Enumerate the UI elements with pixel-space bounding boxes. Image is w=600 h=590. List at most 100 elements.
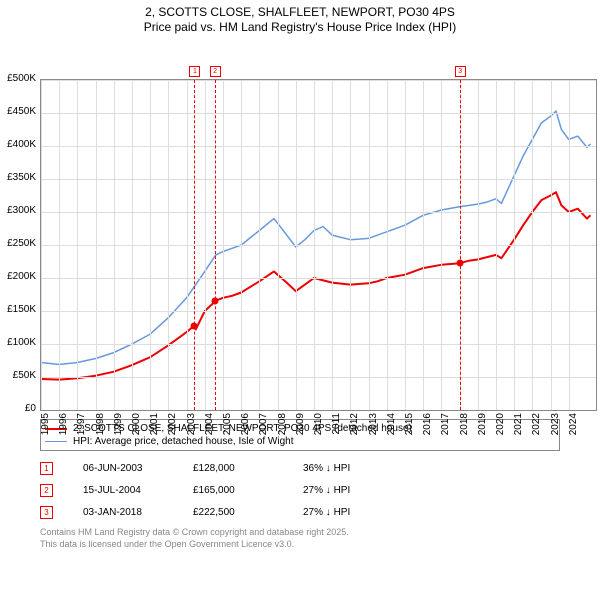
x-axis-label: 2009 (295, 413, 306, 443)
sale-row: 3 03-JAN-2018 £222,500 27% ↓ HPI (40, 501, 560, 523)
x-axis-label: 2001 (149, 413, 160, 443)
gridline-vertical (96, 80, 97, 410)
gridline-vertical (314, 80, 315, 410)
x-axis-label: 2015 (404, 413, 415, 443)
x-axis-label: 1996 (58, 413, 69, 443)
y-axis-label: £0 (0, 403, 36, 414)
gridline-vertical (405, 80, 406, 410)
gridline-vertical (350, 80, 351, 410)
sale-marker-dot (191, 322, 198, 329)
x-axis-label: 2006 (240, 413, 251, 443)
gridline-vertical (369, 80, 370, 410)
x-axis-label: 2004 (204, 413, 215, 443)
gridline-vertical (77, 80, 78, 410)
gridline-vertical (514, 80, 515, 410)
gridline-horizontal (41, 113, 596, 114)
sale-marker-box: 1 (189, 66, 200, 77)
gridline-horizontal (41, 179, 596, 180)
x-axis-label: 2010 (313, 413, 324, 443)
gridline-vertical (168, 80, 169, 410)
gridline-vertical (59, 80, 60, 410)
sale-marker-dot (456, 260, 463, 267)
footnote: Contains HM Land Registry data © Crown c… (40, 527, 600, 550)
y-axis-label: £200K (0, 271, 36, 282)
gridline-horizontal (41, 245, 596, 246)
sale-price: £128,000 (193, 463, 303, 474)
gridline-horizontal (41, 80, 596, 81)
gridline-vertical (569, 80, 570, 410)
x-axis-label: 2024 (568, 413, 579, 443)
x-axis-label: 2019 (477, 413, 488, 443)
sale-hpi: 27% ↓ HPI (303, 485, 413, 496)
sale-marker-dot (211, 298, 218, 305)
gridline-vertical (187, 80, 188, 410)
x-axis-label: 2023 (550, 413, 561, 443)
sale-marker-number: 1 (40, 462, 53, 475)
gridline-vertical (387, 80, 388, 410)
sale-row: 2 15-JUL-2004 £165,000 27% ↓ HPI (40, 479, 560, 501)
series-hpi (41, 111, 591, 365)
sale-marker-line (194, 80, 195, 410)
x-axis-label: 2016 (422, 413, 433, 443)
sale-marker-box: 3 (455, 66, 466, 77)
x-axis-label: 2012 (349, 413, 360, 443)
y-axis-label: £300K (0, 205, 36, 216)
x-axis-label: 2021 (513, 413, 524, 443)
x-axis-label: 2014 (386, 413, 397, 443)
gridline-vertical (41, 80, 42, 410)
gridline-vertical (223, 80, 224, 410)
x-axis-label: 2002 (167, 413, 178, 443)
gridline-vertical (278, 80, 279, 410)
sale-hpi: 36% ↓ HPI (303, 463, 413, 474)
gridline-vertical (114, 80, 115, 410)
sale-marker-number: 2 (40, 484, 53, 497)
title-line-2: Price paid vs. HM Land Registry's House … (144, 20, 456, 34)
sale-marker-box: 2 (210, 66, 221, 77)
gridline-vertical (332, 80, 333, 410)
y-axis-label: £150K (0, 304, 36, 315)
y-axis-label: £400K (0, 139, 36, 150)
sale-date: 15-JUL-2004 (83, 485, 193, 496)
gridline-horizontal (41, 344, 596, 345)
title-line-1: 2, SCOTTS CLOSE, SHALFLEET, NEWPORT, PO3… (145, 5, 455, 19)
plot-area: 123 (40, 79, 597, 411)
sales-table: 1 06-JUN-2003 £128,000 36% ↓ HPI 2 15-JU… (40, 457, 560, 523)
sale-marker-line (215, 80, 216, 410)
gridline-horizontal (41, 278, 596, 279)
sale-price: £165,000 (193, 485, 303, 496)
gridline-horizontal (41, 311, 596, 312)
y-axis-label: £50K (0, 370, 36, 381)
gridline-vertical (259, 80, 260, 410)
gridline-vertical (441, 80, 442, 410)
y-axis-label: £350K (0, 172, 36, 183)
gridline-vertical (296, 80, 297, 410)
gridline-horizontal (41, 146, 596, 147)
series-price_paid (41, 192, 591, 379)
gridline-horizontal (41, 377, 596, 378)
x-axis-label: 2013 (368, 413, 379, 443)
y-axis-label: £100K (0, 337, 36, 348)
sale-marker-line (460, 80, 461, 410)
x-axis-label: 2008 (277, 413, 288, 443)
chart-title: 2, SCOTTS CLOSE, SHALFLEET, NEWPORT, PO3… (0, 0, 600, 35)
sale-hpi: 27% ↓ HPI (303, 507, 413, 518)
gridline-vertical (532, 80, 533, 410)
x-axis-label: 2022 (531, 413, 542, 443)
y-axis-label: £500K (0, 73, 36, 84)
x-axis-label: 2017 (440, 413, 451, 443)
gridline-vertical (551, 80, 552, 410)
sale-price: £222,500 (193, 507, 303, 518)
sale-date: 03-JAN-2018 (83, 507, 193, 518)
x-axis-label: 2005 (222, 413, 233, 443)
sale-date: 06-JUN-2003 (83, 463, 193, 474)
gridline-vertical (150, 80, 151, 410)
x-axis-label: 2018 (459, 413, 470, 443)
x-axis-label: 2000 (131, 413, 142, 443)
chart-region: 123 £0£50K£100K£150K£200K£250K£300K£350K… (0, 35, 600, 415)
gridline-vertical (241, 80, 242, 410)
gridline-vertical (478, 80, 479, 410)
gridline-vertical (132, 80, 133, 410)
x-axis-label: 1997 (76, 413, 87, 443)
x-axis-label: 1995 (40, 413, 51, 443)
gridline-vertical (205, 80, 206, 410)
